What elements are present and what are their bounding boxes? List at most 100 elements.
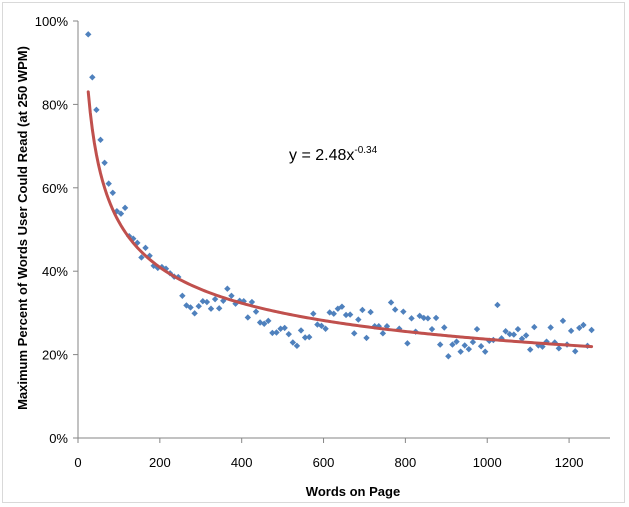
equation-base: y = 2.48x <box>289 147 354 164</box>
data-point <box>195 303 202 310</box>
x-tick-label: 400 <box>231 455 253 470</box>
data-point <box>138 254 145 261</box>
data-point <box>109 189 116 197</box>
x-tick-label: 0 <box>74 455 81 470</box>
trendline-curve <box>86 90 594 349</box>
data-point <box>502 328 509 335</box>
data-point <box>424 315 432 322</box>
x-tick-label: 1200 <box>555 455 584 470</box>
data-point <box>252 308 260 315</box>
data-point <box>203 298 211 306</box>
data-point <box>146 252 153 259</box>
data-point <box>420 314 427 322</box>
chart-border <box>2 2 625 503</box>
data-point <box>289 339 297 346</box>
y-axis-title: Maximum Percent of Words User Could Read… <box>15 46 30 410</box>
data-point <box>400 308 407 315</box>
data-point <box>105 180 112 187</box>
data-point <box>445 353 452 360</box>
data-point <box>187 304 194 311</box>
data-point <box>379 330 387 337</box>
data-point <box>330 310 337 317</box>
data-point <box>297 327 305 334</box>
data-point <box>322 325 329 332</box>
y-tick-label: 80% <box>42 97 68 112</box>
data-points <box>85 31 595 360</box>
data-point <box>510 331 518 338</box>
y-tick-label: 20% <box>42 348 68 363</box>
data-point <box>351 330 358 337</box>
y-tick-label: 40% <box>42 264 68 279</box>
axes <box>73 20 610 443</box>
data-point <box>588 326 595 334</box>
data-point <box>281 324 288 332</box>
data-point <box>240 298 247 305</box>
data-point <box>301 334 309 341</box>
data-point <box>121 204 129 212</box>
data-point <box>477 343 485 350</box>
data-point <box>215 305 223 312</box>
data-point <box>342 311 350 319</box>
y-tick-label: 100% <box>35 14 69 29</box>
data-point <box>248 298 256 306</box>
data-point <box>408 315 415 322</box>
data-point <box>481 348 489 355</box>
data-point <box>547 324 554 331</box>
data-point <box>224 285 231 292</box>
data-point <box>531 323 538 331</box>
data-point <box>494 301 501 309</box>
data-point <box>338 303 346 310</box>
data-point <box>355 316 362 323</box>
data-point <box>404 340 411 347</box>
data-point <box>449 341 456 348</box>
data-point <box>318 322 325 330</box>
x-tick-label: 1000 <box>473 455 502 470</box>
trendline-layer <box>86 90 594 349</box>
data-point <box>285 330 292 338</box>
x-tick-label: 600 <box>313 455 335 470</box>
equation-exponent: -0.34 <box>354 145 377 156</box>
data-point <box>441 324 448 331</box>
data-point <box>387 299 395 306</box>
data-point <box>293 342 301 350</box>
data-point <box>551 339 558 346</box>
data-point <box>162 265 170 272</box>
data-point <box>453 338 460 345</box>
y-tick-label: 0% <box>49 431 68 446</box>
data-point <box>576 324 583 332</box>
data-point <box>101 159 108 166</box>
data-point <box>432 314 440 322</box>
data-point <box>457 348 464 355</box>
data-point <box>461 342 468 349</box>
data-point <box>436 341 444 348</box>
data-point <box>428 325 436 333</box>
data-point <box>211 295 219 303</box>
data-point <box>559 317 567 325</box>
data-point <box>244 314 252 321</box>
data-point <box>265 317 272 325</box>
data-point <box>555 345 563 352</box>
data-point <box>273 329 280 336</box>
data-point <box>310 310 317 317</box>
data-point <box>97 136 104 144</box>
data-point <box>228 292 235 300</box>
data-point <box>142 244 149 252</box>
y-tick-label: 60% <box>42 181 68 196</box>
data-point <box>93 106 100 114</box>
data-point <box>306 333 313 341</box>
x-tick-label: 200 <box>149 455 171 470</box>
data-point <box>514 325 522 333</box>
data-point <box>359 306 366 314</box>
data-point <box>567 327 575 335</box>
data-point <box>117 210 125 217</box>
data-point <box>506 330 513 338</box>
x-tick-label: 800 <box>395 455 417 470</box>
data-point <box>89 74 96 81</box>
data-point <box>346 311 354 318</box>
data-point <box>269 329 276 337</box>
data-point <box>363 334 370 342</box>
data-point <box>465 345 473 353</box>
data-point <box>473 325 481 333</box>
data-point <box>179 292 186 300</box>
